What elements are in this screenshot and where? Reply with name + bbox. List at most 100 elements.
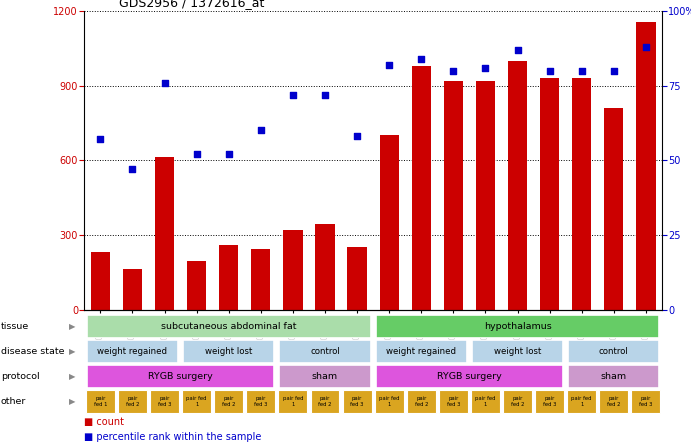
Bar xyxy=(503,390,532,413)
Bar xyxy=(279,340,370,363)
Text: ▶: ▶ xyxy=(68,372,75,381)
Bar xyxy=(572,78,591,309)
Text: pair
fed 2: pair fed 2 xyxy=(511,396,524,407)
Bar xyxy=(214,390,243,413)
Bar xyxy=(187,261,206,309)
Text: weight lost: weight lost xyxy=(205,347,252,356)
Bar xyxy=(567,390,596,413)
Text: weight regained: weight regained xyxy=(386,347,456,356)
Point xyxy=(608,67,619,74)
Point xyxy=(95,136,106,143)
Point xyxy=(127,166,138,173)
Bar xyxy=(182,390,211,413)
Point xyxy=(480,64,491,71)
Bar xyxy=(91,252,110,309)
Text: pair
fed 3: pair fed 3 xyxy=(639,396,652,407)
Text: tissue: tissue xyxy=(1,322,29,331)
Bar xyxy=(444,81,463,309)
Text: pair
fed 3: pair fed 3 xyxy=(446,396,460,407)
Bar xyxy=(375,390,404,413)
Text: protocol: protocol xyxy=(1,372,39,381)
Text: pair
fed 2: pair fed 2 xyxy=(126,396,139,407)
Text: hypothalamus: hypothalamus xyxy=(484,322,551,331)
Text: other: other xyxy=(1,397,26,406)
Bar xyxy=(247,390,275,413)
Text: ■ count: ■ count xyxy=(84,416,124,427)
Text: subcutaneous abdominal fat: subcutaneous abdominal fat xyxy=(161,322,296,331)
Bar xyxy=(278,390,307,413)
Point xyxy=(223,151,234,158)
Text: pair
fed 2: pair fed 2 xyxy=(607,396,621,407)
Point xyxy=(448,67,459,74)
Bar xyxy=(87,340,178,363)
Bar xyxy=(508,61,527,309)
Bar xyxy=(343,390,372,413)
Bar xyxy=(155,157,174,309)
Bar xyxy=(439,390,468,413)
Point xyxy=(191,151,202,158)
Text: RYGB surgery: RYGB surgery xyxy=(437,372,502,381)
Bar xyxy=(604,108,623,309)
Point xyxy=(512,46,523,53)
Text: pair
fed 2: pair fed 2 xyxy=(415,396,428,407)
Bar xyxy=(86,390,115,413)
Point xyxy=(159,79,170,86)
Text: ▶: ▶ xyxy=(68,397,75,406)
Text: weight lost: weight lost xyxy=(494,347,541,356)
Bar xyxy=(536,390,564,413)
Text: control: control xyxy=(599,347,629,356)
Text: ▶: ▶ xyxy=(68,322,75,331)
Bar xyxy=(568,340,659,363)
Bar xyxy=(252,249,270,309)
Text: pair fed
1: pair fed 1 xyxy=(187,396,207,407)
Text: RYGB surgery: RYGB surgery xyxy=(148,372,213,381)
Bar xyxy=(540,78,559,309)
Bar xyxy=(568,365,659,388)
Text: pair
fed 2: pair fed 2 xyxy=(222,396,236,407)
Text: GDS2956 / 1372616_at: GDS2956 / 1372616_at xyxy=(119,0,264,9)
Bar xyxy=(118,390,147,413)
Text: pair
fed 3: pair fed 3 xyxy=(350,396,363,407)
Point xyxy=(416,56,427,63)
Bar xyxy=(632,390,661,413)
Text: sham: sham xyxy=(312,372,338,381)
Text: pair
fed 3: pair fed 3 xyxy=(254,396,267,407)
Text: pair
fed 2: pair fed 2 xyxy=(319,396,332,407)
Point xyxy=(384,61,395,68)
Text: pair fed
1: pair fed 1 xyxy=(379,396,399,407)
Text: ▶: ▶ xyxy=(68,347,75,356)
Point xyxy=(255,127,266,134)
Bar xyxy=(636,22,656,309)
Bar xyxy=(376,365,563,388)
Bar xyxy=(376,315,659,338)
Text: pair
fed 1: pair fed 1 xyxy=(93,396,107,407)
Text: disease state: disease state xyxy=(1,347,64,356)
Bar xyxy=(219,245,238,309)
Text: control: control xyxy=(310,347,340,356)
Point xyxy=(576,67,587,74)
Text: pair
fed 3: pair fed 3 xyxy=(158,396,171,407)
Text: pair
fed 3: pair fed 3 xyxy=(543,396,556,407)
Text: pair fed
1: pair fed 1 xyxy=(571,396,592,407)
Point xyxy=(641,44,652,51)
Text: ■ percentile rank within the sample: ■ percentile rank within the sample xyxy=(84,432,262,441)
Bar xyxy=(407,390,436,413)
Point xyxy=(287,91,299,98)
Bar xyxy=(87,365,274,388)
Bar xyxy=(123,269,142,309)
Bar xyxy=(283,230,303,309)
Bar xyxy=(476,81,495,309)
Text: sham: sham xyxy=(600,372,627,381)
Point xyxy=(544,67,555,74)
Bar xyxy=(150,390,179,413)
Bar xyxy=(471,390,500,413)
Text: weight regained: weight regained xyxy=(97,347,167,356)
Bar xyxy=(376,340,467,363)
Bar xyxy=(379,135,399,309)
Bar xyxy=(315,224,334,309)
Bar xyxy=(183,340,274,363)
Point xyxy=(352,133,363,140)
Text: pair fed
1: pair fed 1 xyxy=(475,396,495,407)
Bar xyxy=(310,390,339,413)
Bar xyxy=(348,247,367,309)
